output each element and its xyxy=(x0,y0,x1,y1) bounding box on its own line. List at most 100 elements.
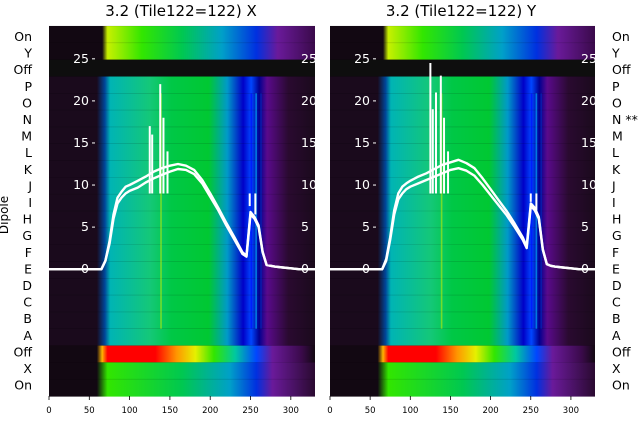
row-label: G xyxy=(612,228,622,243)
heatmap-row xyxy=(49,93,315,111)
x-tick-label: 0 xyxy=(46,406,51,416)
row-label: On xyxy=(612,378,630,393)
heatmap-row xyxy=(330,328,595,347)
overlay-y-tick: 25 xyxy=(73,51,89,66)
heatmap-streak xyxy=(250,93,253,329)
x-tick-label: 0 xyxy=(327,406,332,416)
heatmap-row xyxy=(49,328,315,347)
heatmap-streak xyxy=(440,93,443,329)
series-line xyxy=(330,158,595,271)
heatmap-row xyxy=(330,59,595,78)
heatmap-row xyxy=(330,244,595,263)
overlay-y-tick: 10 xyxy=(73,177,89,192)
heatmap-row xyxy=(330,362,595,380)
overlay-y-tick-right: 5 xyxy=(301,219,309,234)
heatmap-row xyxy=(49,126,315,145)
heatmap-row xyxy=(330,76,595,94)
heatmap-streak xyxy=(530,93,533,329)
row-label: J xyxy=(27,178,32,193)
row-label: D xyxy=(22,278,32,293)
overlay-y-tick-right: 20 xyxy=(301,93,317,108)
x-ticks-left: 0 50 100 150 200 250 300 xyxy=(46,396,299,416)
row-label: C xyxy=(23,295,32,310)
x-tick-label: 250 xyxy=(523,406,539,416)
row-label: F xyxy=(612,245,619,260)
x-tick-label: 250 xyxy=(242,406,258,416)
heatmap-row xyxy=(330,194,595,212)
heatmap-row xyxy=(49,311,315,330)
heatmap-row xyxy=(49,59,315,78)
row-label: O xyxy=(612,95,622,110)
overlay-y-tick-right: 10 xyxy=(581,177,597,192)
panel-left-title: 3.2 (Tile122=122) X xyxy=(105,2,256,20)
heatmap-row xyxy=(49,278,315,296)
row-label: Off xyxy=(14,62,33,77)
heatmap-row xyxy=(49,76,315,94)
row-label: O xyxy=(22,95,32,110)
heatmap-row xyxy=(49,244,315,263)
row-label: Y xyxy=(23,46,32,61)
row-label: N ** xyxy=(612,112,638,127)
row-label: E xyxy=(612,261,620,276)
x-tick-label: 150 xyxy=(442,406,458,416)
row-label: A xyxy=(23,328,32,343)
overlay-y-tick: 20 xyxy=(73,93,89,108)
row-label: C xyxy=(612,295,621,310)
heatmap-row xyxy=(330,177,595,195)
heatmap-row xyxy=(49,261,315,279)
row-label: P xyxy=(612,79,620,94)
x-tick-label: 100 xyxy=(121,406,137,416)
row-label: Off xyxy=(612,344,631,359)
heatmap-row xyxy=(49,143,315,162)
row-label: X xyxy=(612,361,621,376)
row-label: I xyxy=(612,195,616,210)
heatmap-streak xyxy=(260,93,262,329)
x-tick-label: 100 xyxy=(402,406,418,416)
heatmap-row xyxy=(330,379,595,397)
heatmap-row xyxy=(330,261,595,279)
heatmap-streak xyxy=(160,93,162,329)
row-label: F xyxy=(25,245,32,260)
x-tick-label: 50 xyxy=(84,406,95,416)
row-label: B xyxy=(23,311,32,326)
overlay-y-tick-right: 20 xyxy=(581,93,597,108)
row-label: On xyxy=(14,29,32,44)
row-label: A xyxy=(612,328,621,343)
row-label: M xyxy=(612,129,623,144)
overlay-y-tick: 25 xyxy=(354,51,370,66)
overlay-y-tick: 5 xyxy=(362,219,370,234)
row-label: B xyxy=(612,311,621,326)
row-label: Off xyxy=(14,344,33,359)
heatmap-streak xyxy=(540,93,542,329)
series-line xyxy=(49,162,315,271)
heatmap-row xyxy=(330,345,595,363)
heatmap-row xyxy=(330,143,595,162)
row-label: I xyxy=(28,195,32,210)
row-label: On xyxy=(612,29,630,44)
row-label: H xyxy=(23,212,32,227)
overlay-y-tick-right: 15 xyxy=(301,135,317,150)
overlay-y-tick-right: 25 xyxy=(301,51,317,66)
row-label: K xyxy=(612,162,621,177)
heatmap-row xyxy=(49,110,315,128)
overlay-y-tick-right: 15 xyxy=(581,135,597,150)
row-label: On xyxy=(14,378,32,393)
row-label: Y xyxy=(611,46,620,61)
row-label: E xyxy=(24,261,32,276)
heatmap-row xyxy=(330,278,595,296)
overlay-y-tick-right: 5 xyxy=(581,219,589,234)
heatmap-row xyxy=(49,177,315,195)
panel-right-title: 3.2 (Tile122=122) Y xyxy=(386,2,537,20)
overlay-y-tick: 5 xyxy=(81,219,89,234)
row-label: K xyxy=(24,162,33,177)
overlay-y-tick: 15 xyxy=(354,135,370,150)
heatmap-row xyxy=(330,311,595,330)
x-tick-label: 150 xyxy=(162,406,178,416)
heatmap-row xyxy=(49,194,315,212)
row-label: G xyxy=(22,228,32,243)
heatmap-row xyxy=(49,42,315,61)
heatmap-row xyxy=(330,42,595,61)
overlay-y-tick: 20 xyxy=(354,93,370,108)
